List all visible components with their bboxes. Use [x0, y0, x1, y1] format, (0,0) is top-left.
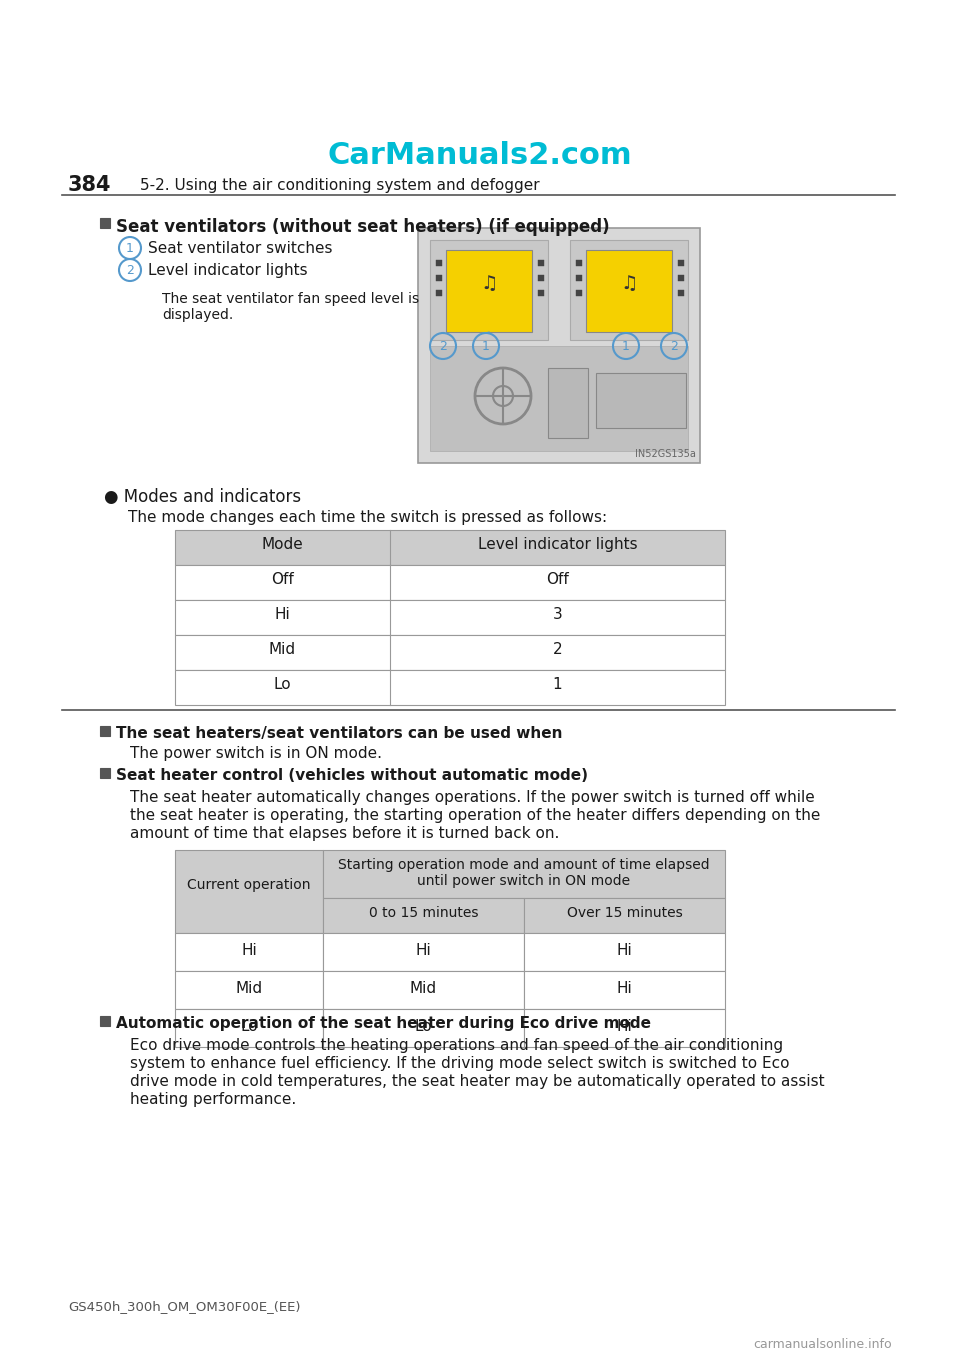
Bar [548, 368, 588, 439]
Text: system to enhance fuel efficiency. If the driving mode select switch is switched: system to enhance fuel efficiency. If th… [130, 1057, 789, 1071]
Text: IN52GS135a: IN52GS135a [636, 449, 696, 459]
Text: 0 to 15 minutes: 0 to 15 minutes [369, 906, 478, 919]
Text: Lo: Lo [415, 1018, 432, 1033]
Text: Mid: Mid [269, 642, 296, 657]
Text: Off: Off [546, 572, 569, 587]
Bar [175, 1009, 323, 1047]
Text: Hi: Hi [616, 1018, 633, 1033]
Bar [175, 530, 725, 565]
Text: carmanualsonline.info: carmanualsonline.info [754, 1338, 892, 1351]
Text: 2: 2 [553, 642, 563, 657]
Text: The seat heater automatically changes operations. If the power switch is turned : The seat heater automatically changes op… [130, 790, 815, 805]
Bar [175, 600, 725, 636]
Text: 1: 1 [553, 678, 563, 693]
Bar [524, 933, 725, 971]
Text: displayed.: displayed. [162, 308, 233, 322]
Text: ● Modes and indicators: ● Modes and indicators [104, 488, 301, 507]
Bar [524, 1009, 725, 1047]
Bar [100, 1016, 110, 1027]
Bar [430, 346, 688, 451]
Bar [538, 276, 544, 281]
Text: Hi: Hi [616, 942, 633, 957]
Text: Hi: Hi [275, 607, 290, 622]
Text: Mid: Mid [235, 980, 263, 995]
Bar [175, 850, 323, 933]
Text: 1: 1 [622, 340, 630, 353]
Text: Hi: Hi [616, 980, 633, 995]
Text: Level indicator lights: Level indicator lights [478, 536, 637, 551]
Bar [436, 259, 442, 266]
Bar [175, 669, 725, 705]
Text: Over 15 minutes: Over 15 minutes [566, 906, 683, 919]
Bar [538, 259, 544, 266]
Text: 2: 2 [670, 340, 678, 353]
Bar [678, 276, 684, 281]
Bar [436, 276, 442, 281]
Bar [100, 769, 110, 778]
Text: Seat ventilators (without seat heaters) (if equipped): Seat ventilators (without seat heaters) … [116, 219, 610, 236]
Text: The mode changes each time the switch is pressed as follows:: The mode changes each time the switch is… [128, 511, 607, 526]
Text: Mode: Mode [262, 536, 303, 551]
Bar [436, 291, 442, 296]
Text: 1: 1 [482, 340, 490, 353]
Bar [524, 898, 725, 933]
Bar [538, 291, 544, 296]
Bar [576, 276, 582, 281]
Bar [446, 250, 532, 331]
Text: 1: 1 [126, 242, 134, 254]
Text: Hi: Hi [241, 942, 257, 957]
Text: The power switch is in ON mode.: The power switch is in ON mode. [130, 746, 382, 760]
Bar [175, 565, 725, 600]
Text: ♫: ♫ [480, 274, 497, 293]
Text: CarManuals2.com: CarManuals2.com [327, 140, 633, 170]
Text: drive mode in cold temperatures, the seat heater may be automatically operated t: drive mode in cold temperatures, the sea… [130, 1074, 825, 1089]
Bar [570, 240, 688, 340]
Bar [586, 250, 672, 331]
Bar [175, 636, 725, 669]
Text: The seat ventilator fan speed level is: The seat ventilator fan speed level is [162, 292, 420, 306]
Bar [100, 727, 110, 736]
Text: 3: 3 [553, 607, 563, 622]
Text: Lo: Lo [274, 678, 291, 693]
Bar [418, 228, 700, 463]
Text: the seat heater is operating, the starting operation of the heater differs depen: the seat heater is operating, the starti… [130, 808, 821, 823]
Text: Eco drive mode controls the heating operations and fan speed of the air conditio: Eco drive mode controls the heating oper… [130, 1038, 783, 1052]
Bar [323, 933, 524, 971]
Text: Mid: Mid [410, 980, 437, 995]
Text: The seat heaters/seat ventilators can be used when: The seat heaters/seat ventilators can be… [116, 727, 563, 741]
Bar [678, 259, 684, 266]
Bar [524, 971, 725, 1009]
Text: Starting operation mode and amount of time elapsed: Starting operation mode and amount of ti… [338, 858, 709, 872]
Bar [175, 971, 323, 1009]
Text: ♫: ♫ [620, 274, 637, 293]
Text: Level indicator lights: Level indicator lights [148, 263, 307, 278]
Text: Current operation: Current operation [187, 879, 311, 892]
Text: Hi: Hi [416, 942, 431, 957]
Bar [323, 850, 725, 898]
Text: 2: 2 [439, 340, 447, 353]
Text: Automatic operation of the seat heater during Eco drive mode: Automatic operation of the seat heater d… [116, 1016, 651, 1031]
Text: Seat heater control (vehicles without automatic mode): Seat heater control (vehicles without au… [116, 769, 588, 784]
Text: Seat ventilator switches: Seat ventilator switches [148, 240, 332, 257]
Bar [430, 240, 548, 340]
Bar [323, 1009, 524, 1047]
Bar [596, 373, 686, 428]
Text: until power switch in ON mode: until power switch in ON mode [418, 875, 631, 888]
Text: 384: 384 [68, 175, 111, 196]
Text: 5-2. Using the air conditioning system and defogger: 5-2. Using the air conditioning system a… [140, 178, 540, 193]
Bar [323, 971, 524, 1009]
Bar [175, 933, 323, 971]
Text: Off: Off [271, 572, 294, 587]
Bar [323, 898, 524, 933]
Text: Lo: Lo [240, 1018, 258, 1033]
Text: amount of time that elapses before it is turned back on.: amount of time that elapses before it is… [130, 826, 560, 841]
Bar [576, 259, 582, 266]
Bar [678, 291, 684, 296]
Text: heating performance.: heating performance. [130, 1092, 297, 1107]
Text: GS450h_300h_OM_OM30F00E_(EE): GS450h_300h_OM_OM30F00E_(EE) [68, 1300, 300, 1313]
Bar [576, 291, 582, 296]
Bar [100, 219, 110, 228]
Text: 2: 2 [126, 263, 134, 277]
